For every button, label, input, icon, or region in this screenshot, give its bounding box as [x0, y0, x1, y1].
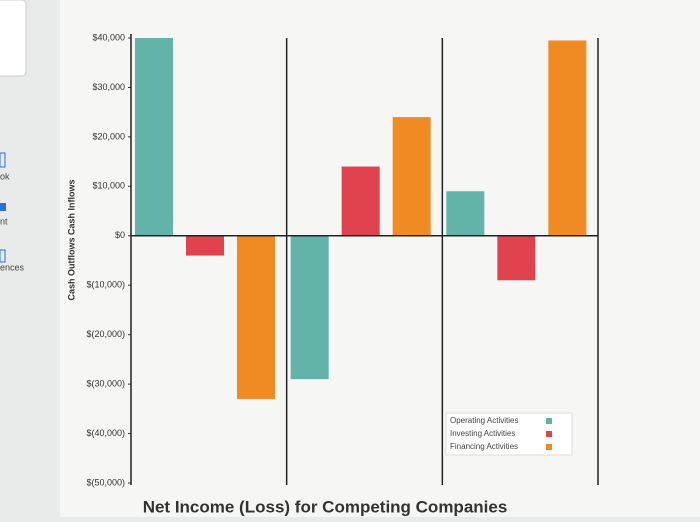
bar [548, 40, 587, 236]
sidebar-label: ences [0, 262, 25, 272]
bar [392, 117, 431, 236]
bar [341, 166, 380, 236]
legend-swatch [546, 431, 552, 437]
y-tick-label: $(10,000) [86, 280, 125, 290]
legend-swatch [546, 444, 552, 450]
y-tick-label: $(30,000) [86, 378, 125, 388]
legend-label: Financing Activities [450, 442, 518, 451]
sidebar-icon [0, 203, 6, 211]
bar [290, 235, 329, 380]
sidebar-panel [0, 0, 27, 77]
y-tick-label: $30,000 [92, 82, 125, 92]
bar [446, 191, 485, 236]
bar [135, 38, 173, 236]
sidebar-icon [0, 152, 6, 168]
sidebar-label: ok [0, 171, 10, 181]
sidebar-label: nt [0, 216, 8, 226]
y-tick-label: $(40,000) [86, 428, 125, 438]
legend-label: Operating Activities [450, 416, 518, 425]
y-tick-label: $10,000 [92, 181, 125, 191]
y-tick-label: $0 [115, 230, 125, 240]
y-axis-label: Cash Outflows Cash Inflows [66, 179, 76, 300]
legend-label: Investing Activities [450, 429, 515, 438]
y-tick-label: $20,000 [92, 131, 125, 141]
bar [237, 235, 275, 399]
bar [186, 235, 224, 256]
legend-swatch [546, 418, 552, 424]
bar [497, 235, 536, 281]
y-tick-label: $40,000 [92, 32, 125, 42]
sidebar-icon [0, 249, 6, 263]
chart-title: Net Income (Loss) for Competing Companie… [143, 497, 508, 516]
y-tick-label: $(20,000) [86, 329, 125, 339]
y-tick-label: $(50,000) [86, 477, 125, 487]
